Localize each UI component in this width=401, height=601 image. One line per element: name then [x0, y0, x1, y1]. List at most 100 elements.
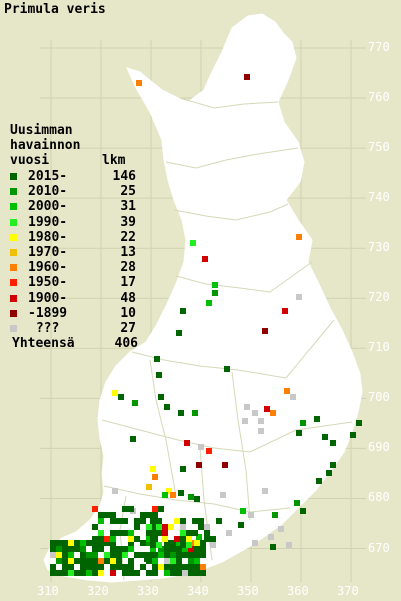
observation-square	[50, 540, 56, 546]
y-tick-label: 680	[368, 490, 390, 505]
observation-square	[174, 518, 180, 524]
observation-square	[264, 406, 270, 412]
observation-square	[168, 542, 174, 548]
observation-square	[192, 410, 198, 416]
observation-square	[152, 570, 158, 576]
legend-count: 17	[120, 275, 136, 291]
x-tick-label: 370	[337, 584, 359, 598]
observation-square	[152, 474, 158, 480]
observation-square	[92, 570, 98, 576]
observation-square	[158, 394, 164, 400]
observation-square	[92, 506, 98, 512]
observation-square	[164, 570, 170, 576]
observation-square	[186, 536, 192, 542]
observation-square	[188, 494, 194, 500]
observation-square	[68, 540, 74, 546]
observation-square	[272, 512, 278, 518]
observation-square	[178, 490, 184, 496]
observation-square	[294, 500, 300, 506]
observation-square	[284, 388, 290, 394]
y-tick-label: 750	[368, 140, 390, 155]
observation-square	[150, 518, 156, 524]
observation-square	[290, 394, 296, 400]
observation-square	[220, 492, 226, 498]
observation-square	[330, 462, 336, 468]
observation-square	[182, 552, 188, 558]
legend-count: 48	[120, 290, 136, 306]
observation-square	[104, 558, 110, 564]
legend-swatch	[10, 203, 17, 211]
observation-square	[190, 240, 196, 246]
observation-square	[152, 564, 158, 570]
observation-square	[122, 552, 128, 558]
observation-square	[110, 570, 116, 576]
observation-square	[150, 530, 156, 536]
observation-square	[110, 564, 116, 570]
observation-square	[162, 530, 168, 536]
y-tick-label: 710	[368, 340, 390, 355]
observation-square	[296, 234, 302, 240]
y-tick-label: 720	[368, 290, 390, 305]
observation-square	[80, 552, 86, 558]
observation-square	[212, 290, 218, 296]
observation-square	[68, 552, 74, 558]
observation-square	[150, 466, 156, 472]
observation-square	[158, 552, 164, 558]
observation-square	[116, 546, 122, 552]
observation-square	[180, 530, 186, 536]
observation-square	[158, 530, 164, 536]
legend-column-count-label: lkm	[102, 153, 126, 168]
observation-square	[194, 552, 200, 558]
observation-square	[162, 536, 168, 542]
observation-square	[174, 536, 180, 542]
observation-square	[204, 524, 210, 530]
observation-square	[116, 558, 122, 564]
x-tick-label: 340	[187, 584, 209, 598]
observation-square	[196, 534, 202, 540]
observation-square	[146, 512, 152, 518]
observation-square	[152, 512, 158, 518]
observation-square	[204, 536, 210, 542]
legend-swatch	[10, 188, 17, 196]
observation-square	[112, 488, 118, 494]
observation-square	[56, 552, 62, 558]
observation-square	[176, 552, 182, 558]
observation-square	[194, 558, 200, 564]
legend-year-label: 1990-	[28, 214, 68, 230]
observation-square	[188, 552, 194, 558]
observation-square	[244, 404, 250, 410]
observation-square	[188, 558, 194, 564]
observation-square	[110, 546, 116, 552]
observation-square	[194, 570, 200, 576]
legend-swatch	[10, 249, 17, 256]
legend-swatch	[10, 233, 17, 241]
observation-square	[194, 540, 200, 546]
observation-square	[176, 570, 182, 576]
observation-square	[204, 530, 210, 536]
observation-square	[244, 74, 250, 80]
observation-square	[192, 530, 198, 536]
observation-square	[110, 552, 116, 558]
observation-square	[110, 536, 116, 542]
y-tick-label: 730	[368, 240, 390, 255]
observation-square	[154, 356, 160, 362]
observation-square	[286, 542, 292, 548]
observation-square	[186, 530, 192, 536]
observation-square	[150, 548, 156, 554]
observation-square	[252, 410, 258, 416]
observation-square	[62, 558, 68, 564]
observation-square	[164, 552, 170, 558]
observation-square	[80, 546, 86, 552]
observation-square	[176, 540, 182, 546]
observation-square	[198, 518, 204, 524]
observation-square	[242, 418, 248, 424]
observation-square	[176, 330, 182, 336]
observation-square	[202, 256, 208, 262]
observation-square	[322, 434, 328, 440]
x-tick-label: 310	[37, 584, 59, 598]
observation-square	[86, 558, 92, 564]
observation-square	[350, 432, 356, 438]
observation-square	[162, 492, 168, 498]
observation-square	[206, 448, 212, 454]
observation-square	[116, 564, 122, 570]
